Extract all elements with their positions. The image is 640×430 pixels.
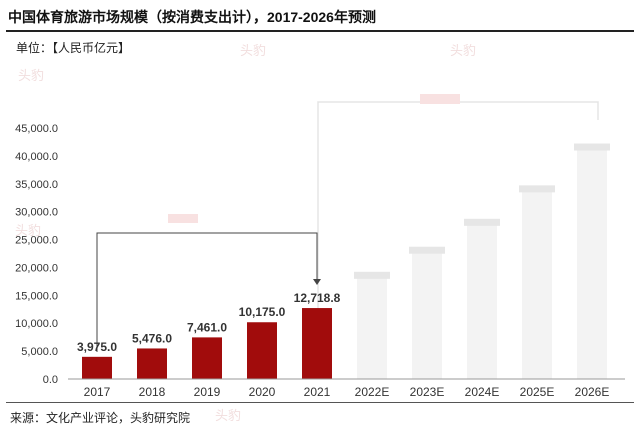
blurred-value-label <box>464 218 500 226</box>
bar <box>247 322 277 379</box>
bar-value-label: 10,175.0 <box>239 305 286 319</box>
watermark-mark: 头豹 <box>450 44 476 59</box>
growth-bracket <box>96 232 321 352</box>
y-tick-label: 45,000.0 <box>15 123 58 135</box>
blurred-value-label <box>354 271 390 279</box>
y-tick-label: 0.0 <box>43 374 58 386</box>
y-tick-label: 30,000.0 <box>15 207 58 219</box>
y-tick-label: 5,000.0 <box>21 346 58 358</box>
x-tick-label: 2022E <box>355 385 390 399</box>
watermark-mark: 头豹 <box>15 224 41 239</box>
x-tick-label: 2017 <box>84 385 111 399</box>
blurred-cagr-label <box>420 94 460 104</box>
bar <box>192 337 222 379</box>
x-tick-label: 2018 <box>139 385 166 399</box>
bar <box>82 356 112 379</box>
x-tick-label: 2023E <box>410 385 445 399</box>
x-tick-label: 2019 <box>194 385 221 399</box>
bar-forecast-blurred <box>467 222 497 379</box>
footer-divider <box>6 402 634 403</box>
x-tick-label: 2020 <box>249 385 276 399</box>
watermark-mark: 头豹 <box>215 409 241 424</box>
bracket-line <box>96 232 318 352</box>
x-tick-label: 2021 <box>304 385 331 399</box>
title-divider <box>6 30 634 32</box>
bar-forecast-blurred <box>357 275 387 379</box>
y-tick-label: 40,000.0 <box>15 151 58 163</box>
watermark-mark: 头豹 <box>18 69 44 84</box>
blurred-annotation-layer <box>168 94 599 372</box>
blurred-cagr-label <box>168 214 198 223</box>
y-tick-label: 20,000.0 <box>15 262 58 274</box>
blurred-value-label <box>409 246 445 254</box>
bar-value-label: 3,975.0 <box>77 340 117 354</box>
x-tick-label: 2024E <box>465 385 500 399</box>
unit-label: 单位：【人民币亿元】 <box>16 41 131 55</box>
y-tick-label: 15,000.0 <box>15 290 58 302</box>
x-axis: 2017 2018 2019 2020 2021 2022E 2023E 2024E 2025E… <box>68 378 625 399</box>
bar-forecast-blurred <box>412 250 442 379</box>
y-axis: 0.0 5,000.0 10,000.0 15,000.0 20,000.0 25,000… <box>15 123 58 386</box>
bar <box>302 308 332 379</box>
bars: 3,975.0 5,476.0 7,461.0 10,175.0 12,718.8 <box>77 143 610 379</box>
watermark-layer: 头豹 头豹 头豹 头豹 头豹 <box>15 44 476 424</box>
bracket-arrowhead <box>313 279 321 285</box>
bar-forecast-blurred <box>577 147 607 379</box>
source-note: 来源：文化产业评论，头豹研究院 <box>10 411 191 425</box>
bar-forecast-blurred <box>522 189 552 379</box>
x-tick-label: 2025E <box>520 385 555 399</box>
blurred-value-label <box>519 185 555 193</box>
bar-value-label: 5,476.0 <box>132 331 172 345</box>
blurred-value-label <box>574 143 610 151</box>
bar <box>137 348 167 379</box>
y-tick-label: 10,000.0 <box>15 318 58 330</box>
bar-value-label: 7,461.0 <box>187 320 227 334</box>
x-tick-label: 2026E <box>575 385 610 399</box>
chart-title: 中国体育旅游市场规模（按消费支出计），2017-2026年预测 <box>8 9 376 25</box>
y-tick-label: 25,000.0 <box>15 235 58 247</box>
watermark-mark: 头豹 <box>240 44 266 59</box>
y-tick-label: 35,000.0 <box>15 179 58 191</box>
bar-value-label: 12,718.8 <box>294 291 341 305</box>
